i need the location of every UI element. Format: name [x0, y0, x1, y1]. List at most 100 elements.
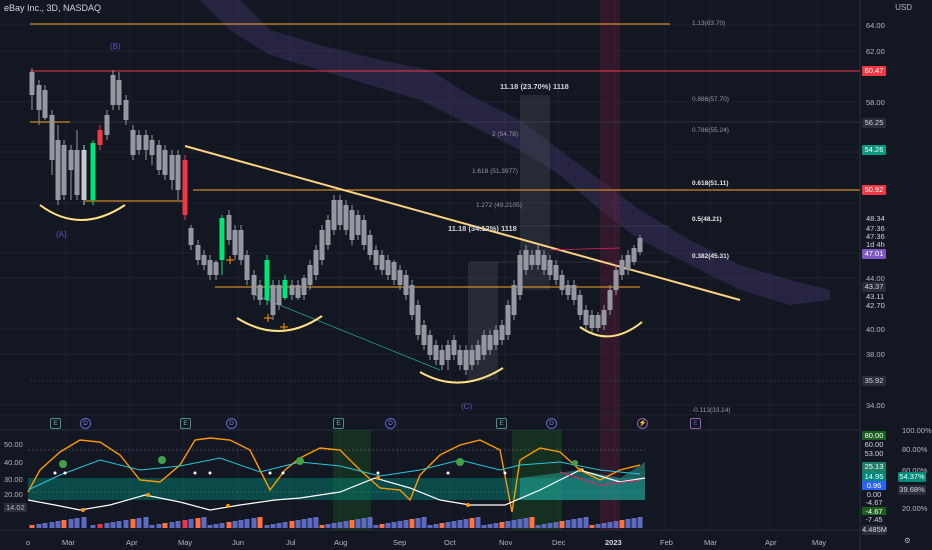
volume-bar [182, 520, 188, 528]
volume-bar [505, 521, 511, 528]
fib-ext-label: 1.272 (49.2105) [476, 202, 522, 209]
candle-body [475, 345, 481, 360]
dividend-icon[interactable]: D [385, 418, 396, 429]
earnings-icon[interactable]: E [333, 418, 344, 429]
candle-body [337, 200, 343, 225]
time-label: Mar [62, 538, 75, 547]
candle-body [379, 255, 385, 270]
candle-body [257, 285, 263, 300]
time-label: Jul [286, 538, 296, 547]
volume-bar [457, 520, 463, 528]
price-tick: 44.00 [866, 274, 885, 283]
candle-body [188, 228, 194, 245]
fib-label: 0.786(55.24) [692, 127, 729, 134]
candle-body [175, 155, 181, 190]
volume-bar [571, 519, 577, 528]
volume-bar [143, 517, 149, 528]
osc-tag: 25.13 [862, 462, 886, 472]
volume-bar [421, 517, 427, 528]
volume-bar [397, 521, 403, 528]
volume-bar [613, 521, 619, 528]
volume-bar [313, 517, 319, 528]
volume-bar [169, 522, 175, 528]
volume-bar [226, 522, 232, 528]
candle-body [49, 115, 55, 160]
time-label: Sep [393, 538, 407, 547]
volume-bar [487, 524, 493, 528]
time-label: Apr [126, 538, 138, 547]
earnings-future-icon[interactable]: E [690, 418, 701, 429]
volume-bar [439, 523, 445, 528]
lightning-icon[interactable]: ⚡ [637, 418, 648, 429]
volume-bar [541, 524, 547, 528]
volume-bar [116, 521, 122, 528]
candle-body [68, 150, 74, 170]
price-tick: 58.00 [866, 98, 885, 107]
volume-bar [433, 524, 439, 528]
price-tick: 48.34 [866, 214, 885, 223]
pct-tick: 100.00% [902, 426, 932, 435]
volume-bar [391, 522, 397, 528]
candle-body [433, 345, 439, 360]
candle-body [439, 350, 445, 365]
volume-bar [451, 521, 457, 528]
earnings-icon[interactable]: E [496, 418, 507, 429]
earnings-icon[interactable]: E [50, 418, 61, 429]
volume-bar [104, 523, 110, 528]
volume-bar [355, 519, 361, 528]
candle-body [219, 218, 225, 260]
time-label: 2023 [605, 538, 622, 547]
volume-bar [373, 525, 379, 528]
candle-body [270, 285, 276, 315]
candle-body [104, 115, 110, 135]
candle-body [36, 85, 42, 110]
candle-body [601, 310, 607, 325]
candle-body [81, 150, 87, 200]
candle-body [619, 260, 625, 275]
volume-bar [61, 520, 67, 528]
dividend-icon[interactable]: D [546, 418, 557, 429]
volume-bar [307, 518, 313, 528]
candle-body [403, 275, 409, 295]
candle-body [625, 255, 631, 270]
dividend-icon[interactable]: D [80, 418, 91, 429]
osc-tag: 0.96 [862, 481, 886, 491]
time-label: Oct [444, 538, 456, 547]
volume-bar [529, 517, 535, 528]
candle-body [136, 135, 142, 150]
candle-body [421, 325, 427, 345]
candle-body [201, 255, 207, 265]
candle-body [463, 350, 469, 370]
candle-body [289, 285, 295, 295]
candle-body [182, 160, 188, 215]
candle-body [541, 255, 547, 270]
osc-tag: 0.00 [862, 490, 886, 500]
candle-body [213, 262, 219, 275]
settings-icon[interactable]: ⚙ [904, 536, 911, 545]
candle-body [397, 270, 403, 285]
candle-body [226, 215, 232, 240]
time-label: Dec [552, 538, 566, 547]
volume-bar [475, 517, 481, 528]
volume-bar [361, 518, 367, 528]
time-label: Mar [704, 538, 717, 547]
volume-bar [565, 520, 571, 528]
price-tick: 42.70 [866, 301, 885, 310]
volume-bar [295, 520, 301, 528]
dividend-icon[interactable]: D [226, 418, 237, 429]
wave-label-a: (A) [56, 230, 67, 239]
candle-body [343, 205, 349, 230]
earnings-icon[interactable]: E [180, 418, 191, 429]
volume-bar [619, 520, 625, 528]
candle-body [571, 285, 577, 300]
volume-bar [257, 517, 263, 528]
volume-bar [201, 517, 207, 528]
volume-bar [637, 517, 643, 528]
candle-body [511, 285, 517, 315]
volume-bar [583, 517, 589, 528]
candle-body [493, 330, 499, 345]
chart-title[interactable]: eBay Inc., 3D, NASDAQ [4, 3, 102, 13]
volume-bar [55, 521, 61, 528]
candle-body [156, 145, 162, 170]
